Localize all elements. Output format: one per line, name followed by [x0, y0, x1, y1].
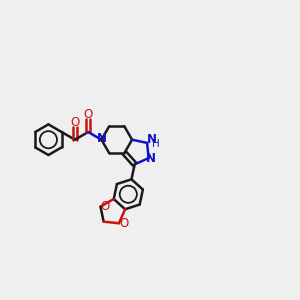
Text: N: N	[147, 134, 157, 146]
Text: O: O	[70, 116, 80, 129]
Text: O: O	[119, 217, 128, 230]
Text: O: O	[100, 200, 110, 213]
Text: H: H	[152, 139, 160, 149]
Text: N: N	[97, 132, 106, 145]
Text: O: O	[84, 108, 93, 122]
Text: N: N	[146, 152, 156, 165]
